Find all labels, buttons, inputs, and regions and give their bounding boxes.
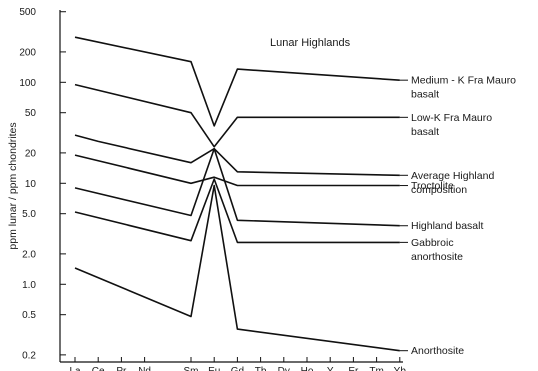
series-label-line: Highland basalt	[411, 220, 483, 232]
x-tick-label: Nd	[138, 366, 151, 371]
chart-title: Lunar Highlands	[270, 37, 351, 49]
x-tick-label: La	[69, 366, 81, 371]
series-label-line: Gabbroic	[411, 237, 454, 249]
y-tick-label: 0.2	[22, 350, 36, 361]
y-tick-label: 0.5	[22, 310, 36, 321]
y-tick-label: 2.0	[22, 249, 36, 260]
y-tick-label: 20	[25, 148, 37, 159]
series-label-line: basalt	[411, 89, 439, 101]
series-label-line: Medium - K Fra Mauro	[411, 75, 516, 87]
series-label: Highland basalt	[411, 220, 483, 232]
series-label-line: composition	[411, 184, 467, 196]
series-line	[74, 178, 400, 244]
y-tick-label: 5.0	[22, 209, 36, 220]
y-tick-label: 50	[25, 108, 37, 119]
x-tick-label: Pr	[116, 366, 127, 371]
series-label-line: Anorthosite	[411, 345, 464, 357]
series-group	[74, 36, 400, 352]
y-tick-label: 1.0	[22, 280, 36, 291]
series-label: Anorthosite	[411, 345, 464, 357]
y-axis-ticks: 0.2 0.5 1.0 2.0 5.0 10 20 50 100 200 500	[19, 7, 66, 361]
series-label-line: Low-K Fra Mauro	[411, 112, 492, 124]
series-label-line: basalt	[411, 126, 439, 138]
series-label-line: Troctolite	[411, 180, 454, 192]
x-tick-label: Tm	[369, 366, 383, 371]
x-tick-label: Eu	[208, 366, 220, 371]
series-label: Medium - K Fra Mauro basalt	[411, 75, 516, 101]
series-line	[74, 147, 400, 227]
y-tick-label: 100	[19, 78, 36, 89]
x-tick-label: Sm	[184, 366, 199, 371]
series-label: Gabbroic anorthosite	[411, 237, 463, 263]
x-tick-label: Er	[348, 366, 359, 371]
y-tick-label: 10	[25, 179, 37, 190]
x-tick-label: Dy	[278, 366, 290, 371]
series-label-line: Average Highland	[411, 170, 494, 182]
x-tick-label: Y	[327, 366, 334, 371]
x-axis-ticks: La Ce Pr Nd Sm Eu Gd Tb Dy Ho Y Er Tm Yb	[69, 357, 406, 371]
y-tick-label: 200	[19, 47, 36, 58]
y-axis-title: ppm lunar / ppm chondrites	[7, 122, 19, 249]
series-label-line: anorthosite	[411, 251, 463, 263]
series-label: Average Highland composition	[411, 170, 494, 196]
series-label: Low-K Fra Mauro basalt	[411, 112, 492, 138]
x-tick-label: Ho	[301, 366, 314, 371]
axes	[59, 10, 403, 363]
series-label: Troctolite	[411, 180, 454, 192]
series-line	[74, 83, 400, 148]
y-tick-label: 500	[19, 7, 36, 18]
series-line	[74, 154, 400, 187]
series-line	[74, 134, 400, 177]
x-tick-label: Gd	[231, 366, 244, 371]
x-tick-label: Ce	[92, 366, 105, 371]
x-tick-label: Yb	[394, 366, 407, 371]
x-tick-label: Tb	[255, 366, 267, 371]
series-line	[74, 36, 400, 127]
series-line	[74, 184, 400, 352]
